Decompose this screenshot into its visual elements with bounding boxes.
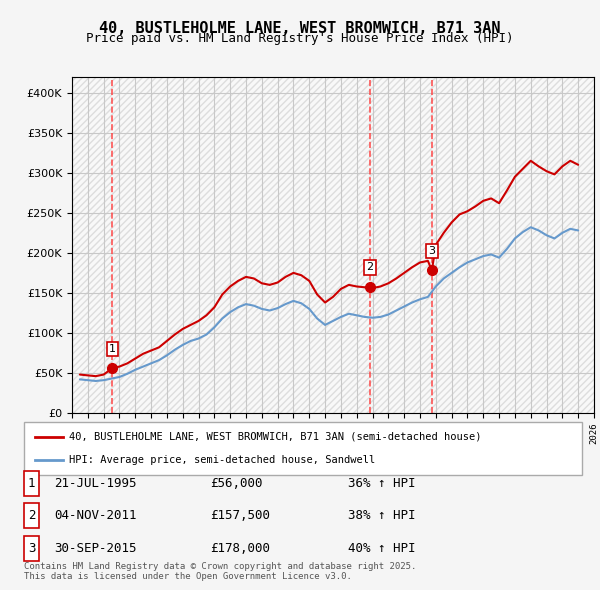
Text: HPI: Average price, semi-detached house, Sandwell: HPI: Average price, semi-detached house,… xyxy=(68,455,375,465)
Text: Price paid vs. HM Land Registry's House Price Index (HPI): Price paid vs. HM Land Registry's House … xyxy=(86,32,514,45)
Text: 2: 2 xyxy=(367,263,374,273)
Text: £157,500: £157,500 xyxy=(210,509,270,522)
Text: 3: 3 xyxy=(428,246,436,256)
Text: 40% ↑ HPI: 40% ↑ HPI xyxy=(348,542,415,555)
Text: Contains HM Land Registry data © Crown copyright and database right 2025.
This d: Contains HM Land Registry data © Crown c… xyxy=(24,562,416,581)
Text: 36% ↑ HPI: 36% ↑ HPI xyxy=(348,477,415,490)
Text: 2: 2 xyxy=(28,509,35,522)
Text: 38% ↑ HPI: 38% ↑ HPI xyxy=(348,509,415,522)
Text: 1: 1 xyxy=(109,344,116,354)
FancyBboxPatch shape xyxy=(24,422,582,475)
Text: 3: 3 xyxy=(28,542,35,555)
Text: £178,000: £178,000 xyxy=(210,542,270,555)
Text: £56,000: £56,000 xyxy=(210,477,263,490)
Text: 30-SEP-2015: 30-SEP-2015 xyxy=(54,542,137,555)
Text: 21-JUL-1995: 21-JUL-1995 xyxy=(54,477,137,490)
Text: 40, BUSTLEHOLME LANE, WEST BROMWICH, B71 3AN: 40, BUSTLEHOLME LANE, WEST BROMWICH, B71… xyxy=(99,21,501,35)
Text: 40, BUSTLEHOLME LANE, WEST BROMWICH, B71 3AN (semi-detached house): 40, BUSTLEHOLME LANE, WEST BROMWICH, B71… xyxy=(68,432,481,442)
Text: 1: 1 xyxy=(28,477,35,490)
Text: 04-NOV-2011: 04-NOV-2011 xyxy=(54,509,137,522)
